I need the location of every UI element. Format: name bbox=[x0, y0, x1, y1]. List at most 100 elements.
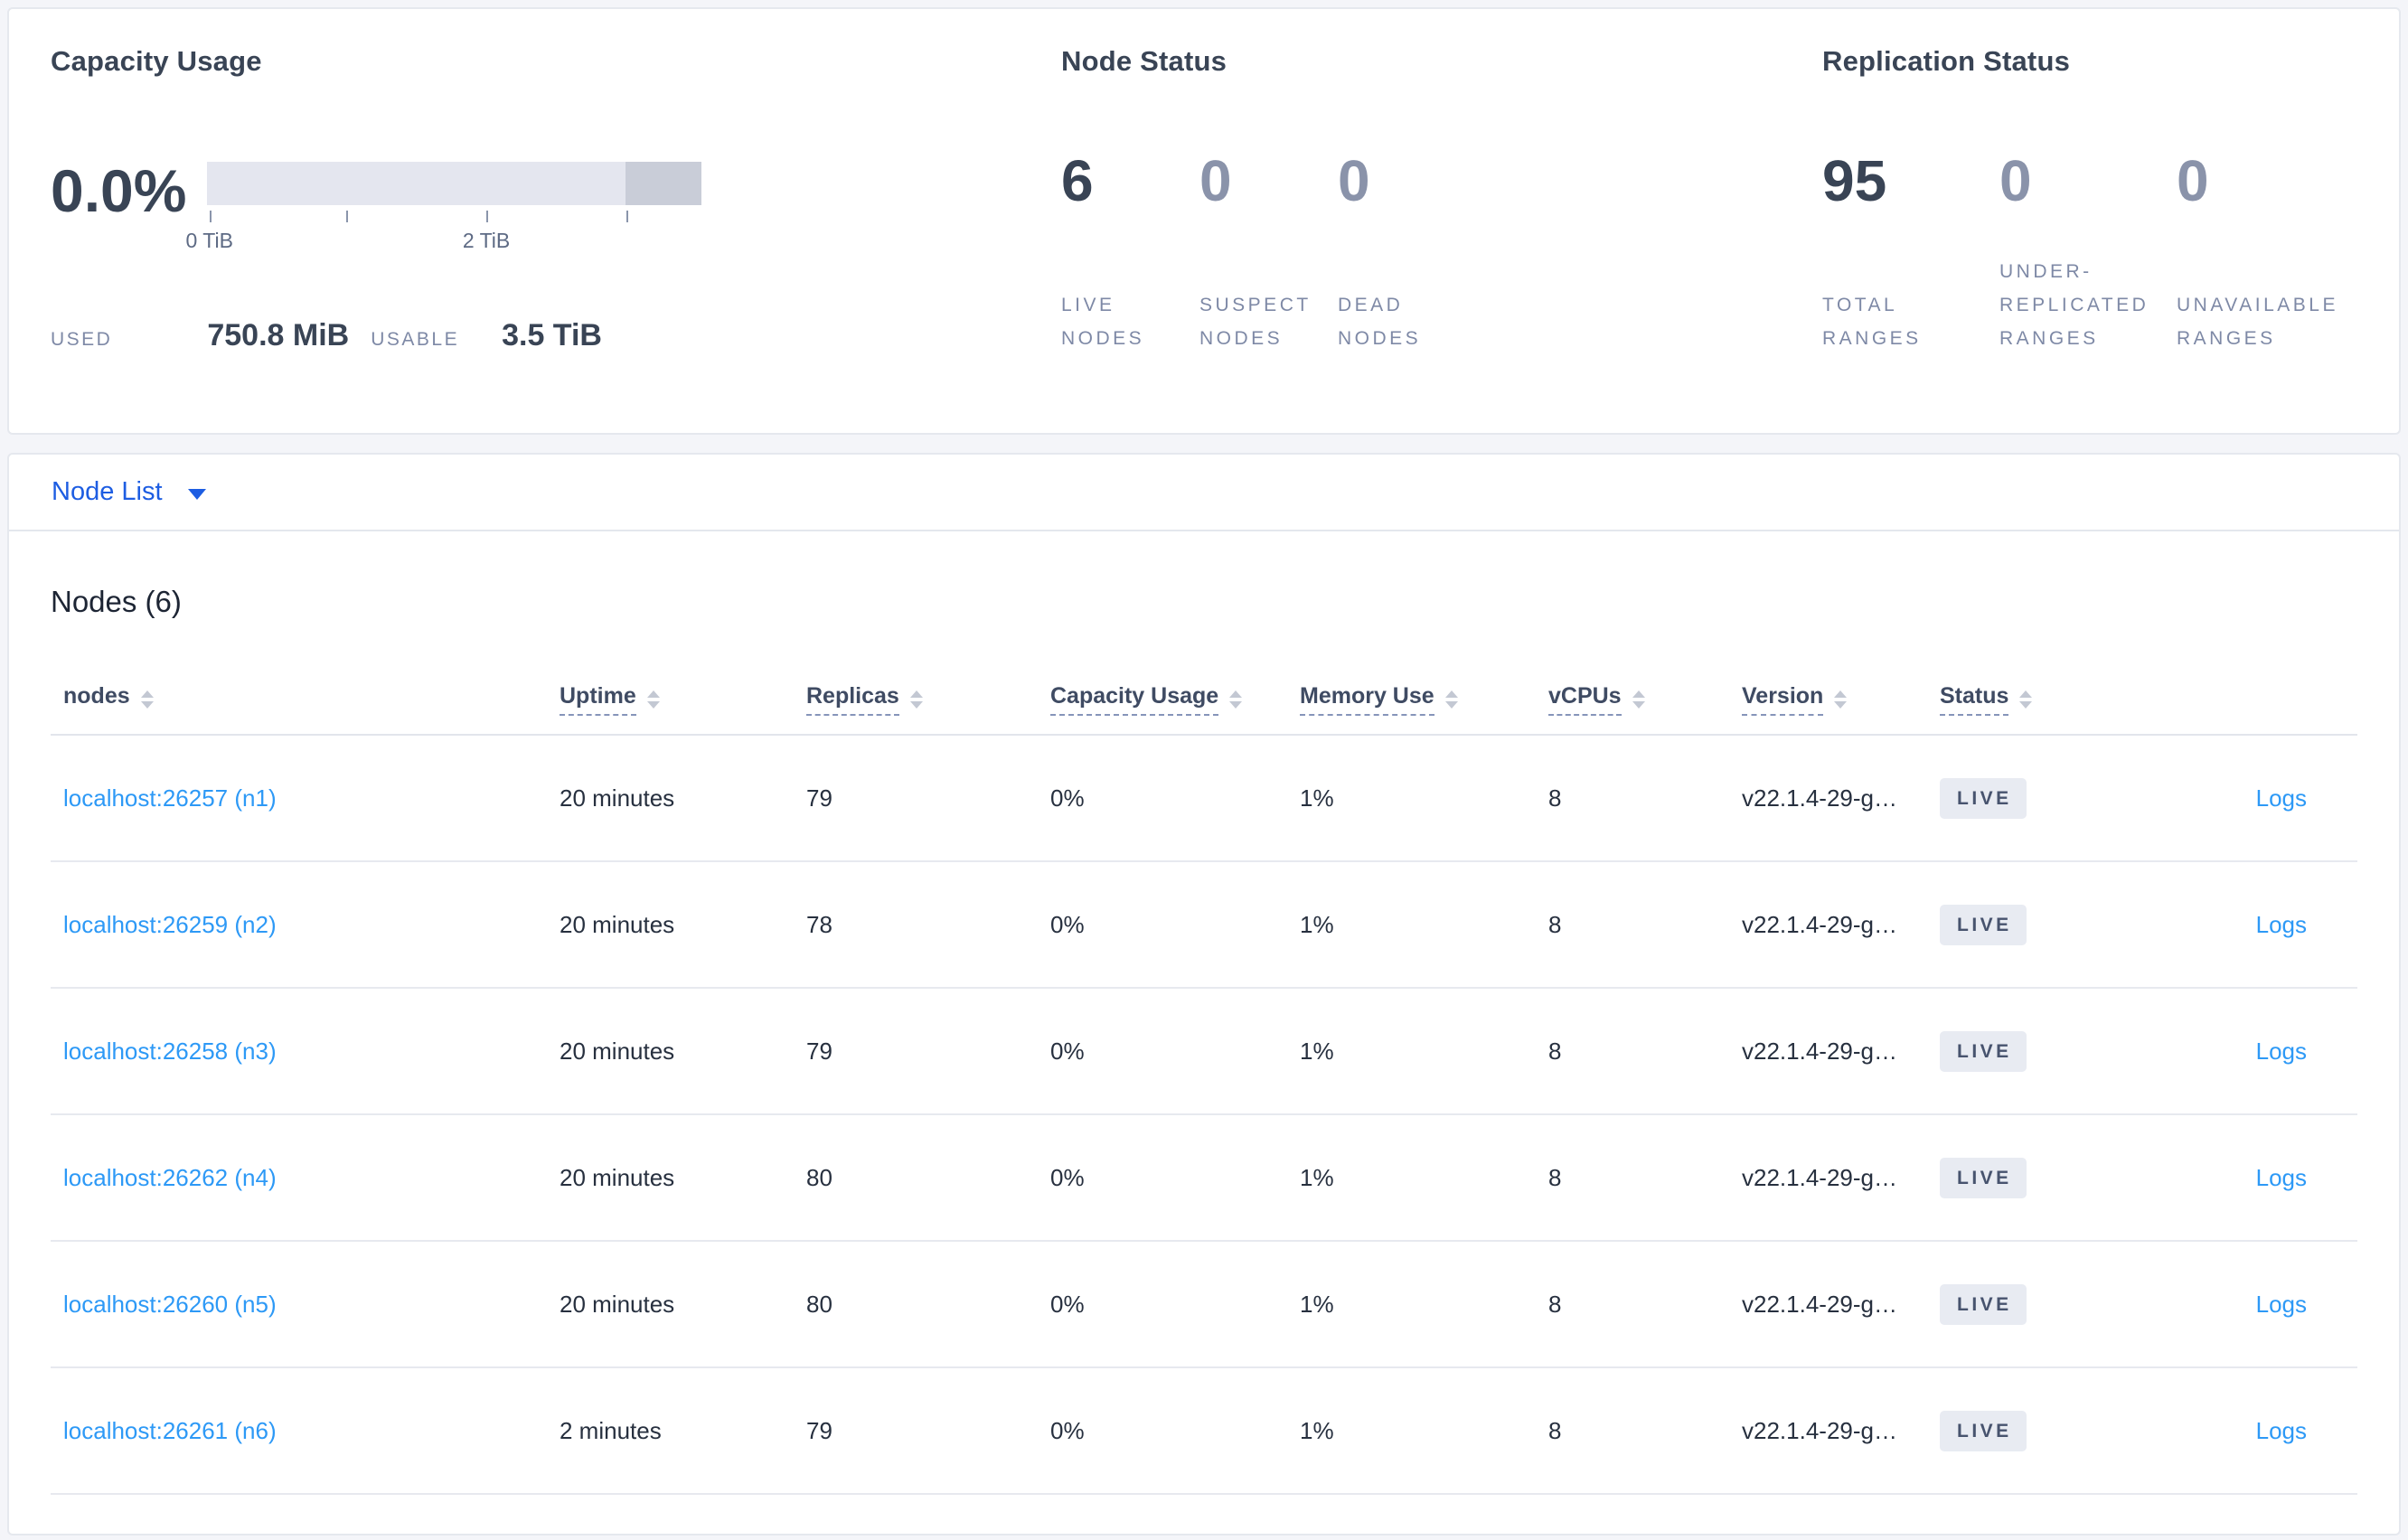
vcpus-cell: 8 bbox=[1548, 910, 1562, 938]
column-header-logs-spacer bbox=[2189, 716, 2357, 734]
dead-nodes-stat: 0 DEAD NODES bbox=[1338, 149, 1450, 355]
used-label: USED bbox=[51, 329, 113, 350]
capacity-usage-cell: 0% bbox=[1050, 784, 1085, 812]
node-list-dropdown[interactable]: Node List bbox=[9, 455, 2399, 531]
column-header-status[interactable]: Status bbox=[1940, 683, 2189, 734]
capacity-percent-value: 0.0% bbox=[51, 157, 187, 224]
total-ranges-label: TOTAL RANGES bbox=[1822, 295, 1922, 349]
dead-nodes-label: DEAD NODES bbox=[1338, 295, 1422, 349]
nodes-heading: Nodes (6) bbox=[51, 585, 182, 618]
axis-tick bbox=[486, 211, 489, 222]
status-badge: LIVE bbox=[1940, 1030, 2027, 1072]
node-link[interactable]: localhost:26262 (n4) bbox=[63, 1163, 277, 1191]
vcpus-cell: 8 bbox=[1548, 784, 1562, 812]
memory-use-cell: 1% bbox=[1300, 784, 1334, 812]
vcpus-cell: 8 bbox=[1548, 1163, 1562, 1191]
logs-link[interactable]: Logs bbox=[2255, 1290, 2307, 1318]
node-link[interactable]: localhost:26259 (n2) bbox=[63, 910, 277, 938]
memory-use-cell: 1% bbox=[1300, 1290, 1334, 1318]
column-header-replicas[interactable]: Replicas bbox=[806, 683, 1050, 734]
under-replicated-ranges-value: 0 bbox=[1999, 148, 2032, 213]
node-link[interactable]: localhost:26257 (n1) bbox=[63, 784, 277, 812]
table-row: localhost:26261 (n6) 2 minutes 79 0% 1% … bbox=[51, 1368, 2357, 1495]
status-badge: LIVE bbox=[1940, 1283, 2027, 1325]
axis-tick-label-0tib: 0 TiB bbox=[185, 229, 233, 252]
live-nodes-value: 6 bbox=[1061, 148, 1094, 213]
node-list-card: Node List Nodes (6) nodes Uptime Replica… bbox=[7, 453, 2401, 1535]
column-header-nodes[interactable]: nodes bbox=[51, 683, 560, 734]
node-table-body: localhost:26257 (n1) 20 minutes 79 0% 1%… bbox=[51, 736, 2357, 1495]
capacity-bar: 0 TiB 2 TiB bbox=[186, 162, 701, 252]
total-ranges-value: 95 bbox=[1822, 148, 1887, 213]
column-header-uptime[interactable]: Uptime bbox=[560, 683, 806, 734]
used-value: 750.8 MiB bbox=[207, 318, 350, 352]
column-header-version[interactable]: Version bbox=[1742, 683, 1940, 734]
memory-use-cell: 1% bbox=[1300, 1416, 1334, 1444]
vcpus-cell: 8 bbox=[1548, 1037, 1562, 1065]
dead-nodes-value: 0 bbox=[1338, 148, 1370, 213]
logs-link[interactable]: Logs bbox=[2255, 1163, 2307, 1191]
unavailable-ranges-stat: 0 UNAVAILABLE RANGES bbox=[2177, 149, 2338, 355]
version-cell: v22.1.4-29-g… bbox=[1742, 1163, 1897, 1191]
memory-use-cell: 1% bbox=[1300, 910, 1334, 938]
sort-icon bbox=[1444, 690, 1458, 709]
capacity-usage-chart: 0.0% 0 TiB 2 TiB bbox=[51, 149, 701, 252]
capacity-bar-reserved-segment bbox=[626, 162, 701, 205]
node-status-panel: Node Status 6 LIVE NODES 0 SUSPECT NODES… bbox=[1061, 9, 1712, 433]
nodes-table-section: Nodes (6) nodes Uptime Replicas Capacity… bbox=[9, 582, 2399, 1495]
capacity-usage-panel: Capacity Usage 0.0% 0 TiB 2 TiB USED 750… bbox=[51, 9, 1054, 433]
usable-label: USABLE bbox=[371, 329, 460, 350]
version-cell: v22.1.4-29-g… bbox=[1742, 910, 1897, 938]
suspect-nodes-label: SUSPECT NODES bbox=[1199, 295, 1312, 349]
axis-tick bbox=[346, 211, 349, 222]
version-cell: v22.1.4-29-g… bbox=[1742, 1037, 1897, 1065]
memory-use-cell: 1% bbox=[1300, 1163, 1334, 1191]
replication-status-panel: Replication Status 95 TOTAL RANGES 0 UND… bbox=[1822, 9, 2392, 433]
replicas-cell: 80 bbox=[806, 1290, 832, 1318]
column-header-capacity-usage[interactable]: Capacity Usage bbox=[1050, 683, 1300, 734]
sort-icon bbox=[909, 690, 923, 709]
suspect-nodes-value: 0 bbox=[1199, 148, 1232, 213]
table-row: localhost:26258 (n3) 20 minutes 79 0% 1%… bbox=[51, 989, 2357, 1115]
chevron-down-icon bbox=[187, 489, 206, 500]
capacity-usage-cell: 0% bbox=[1050, 1290, 1085, 1318]
node-link[interactable]: localhost:26261 (n6) bbox=[63, 1416, 277, 1444]
status-badge: LIVE bbox=[1940, 1410, 2027, 1451]
logs-link[interactable]: Logs bbox=[2255, 910, 2307, 938]
replicas-cell: 79 bbox=[806, 784, 832, 812]
node-link[interactable]: localhost:26260 (n5) bbox=[63, 1290, 277, 1318]
vcpus-cell: 8 bbox=[1548, 1290, 1562, 1318]
node-link[interactable]: localhost:26258 (n3) bbox=[63, 1037, 277, 1065]
axis-tick bbox=[209, 211, 212, 222]
logs-link[interactable]: Logs bbox=[2255, 1037, 2307, 1065]
version-cell: v22.1.4-29-g… bbox=[1742, 1290, 1897, 1318]
capacity-usage-cell: 0% bbox=[1050, 910, 1085, 938]
uptime-cell: 2 minutes bbox=[560, 1416, 662, 1444]
status-badge: LIVE bbox=[1940, 777, 2027, 819]
nodes-table-header: nodes Uptime Replicas Capacity Usage Mem… bbox=[51, 622, 2357, 736]
uptime-cell: 20 minutes bbox=[560, 784, 675, 812]
uptime-cell: 20 minutes bbox=[560, 1290, 675, 1318]
column-header-memory-use[interactable]: Memory Use bbox=[1300, 683, 1548, 734]
unavailable-ranges-label: UNAVAILABLE RANGES bbox=[2177, 295, 2338, 349]
axis-tick bbox=[626, 211, 628, 222]
usable-value: 3.5 TiB bbox=[502, 318, 602, 352]
sort-icon bbox=[646, 690, 660, 709]
live-nodes-label: LIVE NODES bbox=[1061, 295, 1145, 349]
replicas-cell: 79 bbox=[806, 1037, 832, 1065]
replicas-cell: 79 bbox=[806, 1416, 832, 1444]
version-cell: v22.1.4-29-g… bbox=[1742, 784, 1897, 812]
column-header-vcpus[interactable]: vCPUs bbox=[1548, 683, 1742, 734]
logs-link[interactable]: Logs bbox=[2255, 784, 2307, 812]
uptime-cell: 20 minutes bbox=[560, 1163, 675, 1191]
axis-tick-label-2tib: 2 TiB bbox=[462, 229, 511, 252]
suspect-nodes-stat: 0 SUSPECT NODES bbox=[1199, 149, 1312, 355]
node-status-stats: 6 LIVE NODES 0 SUSPECT NODES 0 DEAD NODE… bbox=[1061, 149, 1476, 355]
version-cell: v22.1.4-29-g… bbox=[1742, 1416, 1897, 1444]
total-ranges-stat: 95 TOTAL RANGES bbox=[1822, 149, 1969, 355]
live-nodes-stat: 6 LIVE NODES bbox=[1061, 149, 1173, 355]
logs-link[interactable]: Logs bbox=[2255, 1416, 2307, 1444]
sort-icon bbox=[1834, 690, 1848, 709]
capacity-usage-cell: 0% bbox=[1050, 1416, 1085, 1444]
status-badge: LIVE bbox=[1940, 904, 2027, 945]
